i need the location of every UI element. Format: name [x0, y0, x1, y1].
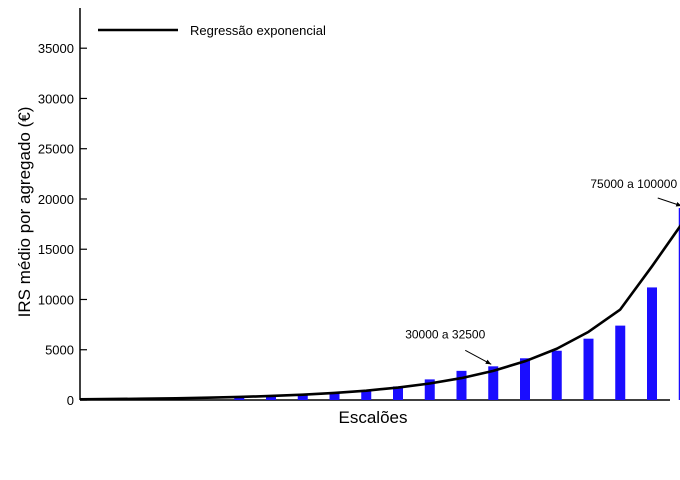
legend: Regressão exponencial: [98, 23, 326, 38]
bar: [678, 208, 680, 400]
y-tick-label: 15000: [38, 242, 74, 257]
annotation-arrowhead: [675, 202, 680, 207]
bars: [234, 208, 680, 400]
bar: [456, 370, 467, 400]
bar: [520, 358, 530, 400]
y-tick-label: 5000: [45, 343, 74, 358]
annotations: 30000 a 32500 75000 a 100000: [405, 177, 680, 365]
annotation-arrowhead: [485, 359, 492, 365]
y-tick-label: 20000: [38, 192, 74, 207]
bar: [234, 397, 245, 400]
bar: [297, 394, 308, 400]
axes: [79, 8, 670, 401]
bar: [551, 350, 562, 400]
y-axis-ticks: 0 5000 10000 15000 20000 25000 30000 35000: [38, 41, 87, 408]
y-tick-label: 25000: [38, 142, 74, 157]
bar: [615, 325, 626, 400]
bar: [583, 338, 594, 400]
regression-line: [79, 224, 680, 401]
y-tick-label: 0: [67, 393, 74, 408]
annotation-label: 30000 a 32500: [405, 327, 485, 341]
y-tick-label: 30000: [38, 91, 74, 106]
annotation-label: 75000 a 100000: [590, 177, 677, 191]
y-axis-label: IRS médio por agregado (€): [15, 107, 34, 318]
bar: [424, 379, 435, 400]
x-axis-label: Escalões: [339, 408, 408, 427]
bar: [393, 386, 403, 400]
y-tick-label: 35000: [38, 41, 74, 56]
bar: [647, 287, 657, 400]
legend-label: Regressão exponencial: [190, 23, 326, 38]
bar: [488, 366, 499, 400]
y-tick-label: 10000: [38, 292, 74, 307]
bar: [266, 396, 276, 400]
bar: [329, 392, 340, 400]
bar: [361, 390, 372, 400]
